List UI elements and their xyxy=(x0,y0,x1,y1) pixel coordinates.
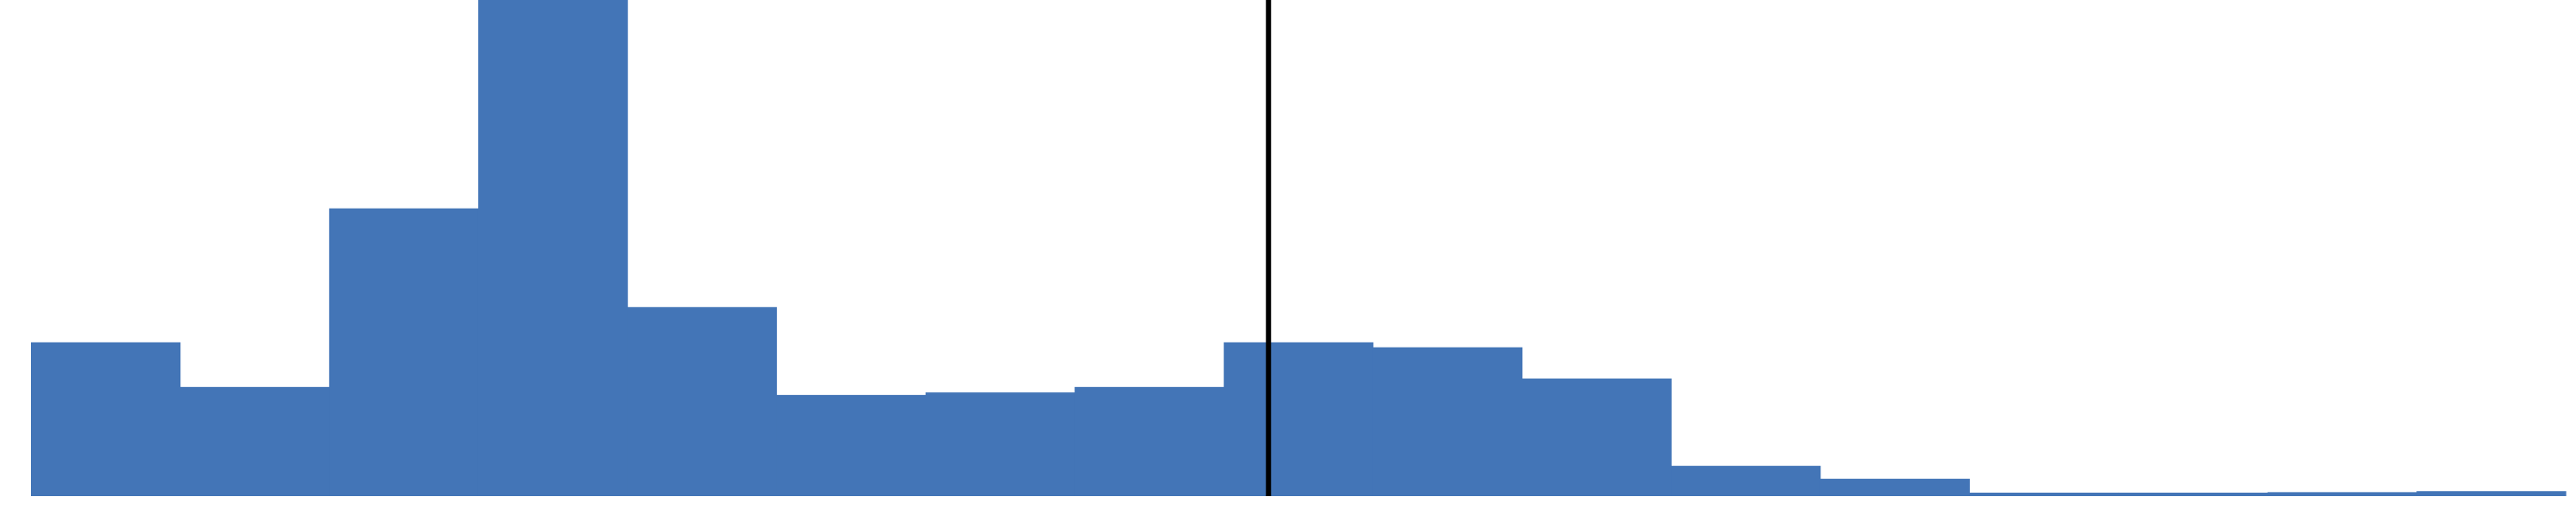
histogram-bar-6 xyxy=(776,395,927,496)
histogram-bar-15 xyxy=(2118,492,2269,496)
histogram-bar-4 xyxy=(477,0,629,496)
histogram-bar-11 xyxy=(1522,379,1672,496)
histogram-bar-7 xyxy=(925,392,1076,496)
histogram-bar-16 xyxy=(2267,492,2417,496)
histogram-bar-10 xyxy=(1372,347,1523,496)
histogram-bar-9 xyxy=(1224,342,1374,496)
bars-group xyxy=(31,0,2567,496)
histogram-bar-13 xyxy=(1820,478,1971,496)
histogram-bar-3 xyxy=(329,208,479,496)
histogram-bar-2 xyxy=(179,386,330,496)
histogram-bar-5 xyxy=(627,306,777,496)
histogram-bar-14 xyxy=(1969,492,2119,496)
histogram-bar-1 xyxy=(31,342,181,496)
histogram-bar-12 xyxy=(1671,465,1821,496)
histogram-bar-8 xyxy=(1074,386,1224,496)
histogram-bar-17 xyxy=(2416,491,2567,496)
